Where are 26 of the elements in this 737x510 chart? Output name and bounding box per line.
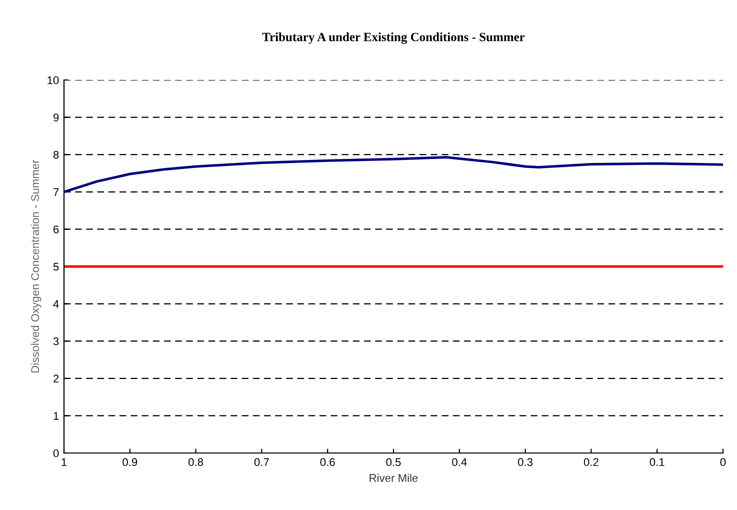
x-tick-label: 0.9 bbox=[122, 458, 138, 466]
y-tick-label: 10 bbox=[48, 76, 59, 84]
y-tick-label: 6 bbox=[54, 225, 59, 234]
chart-title: Tributary A under Existing Conditions - Summer bbox=[262, 32, 525, 44]
x-tick-label: 0.5 bbox=[386, 458, 401, 466]
x-tick-label: 0.2 bbox=[584, 458, 598, 466]
x-tick-label: 0.3 bbox=[518, 458, 533, 466]
y-tick-label: 2 bbox=[54, 374, 59, 382]
y-tick-label: 7 bbox=[54, 188, 59, 196]
x-tick-label: 0.1 bbox=[650, 458, 664, 466]
y-tick-label: 0 bbox=[53, 449, 59, 458]
x-tick-label: 0.4 bbox=[452, 458, 467, 466]
x-tick-label: 0.8 bbox=[188, 458, 204, 466]
y-tick-label: 5 bbox=[53, 262, 59, 271]
x-tick-label: 0.7 bbox=[254, 458, 269, 466]
y-tick-label: 8 bbox=[53, 150, 59, 159]
x-tick-label: 0 bbox=[720, 458, 726, 466]
y-tick-label: 3 bbox=[53, 337, 59, 346]
x-tick-label: 0.6 bbox=[320, 458, 335, 466]
line-series bbox=[64, 156, 723, 194]
y-tick-label: 1 bbox=[54, 412, 59, 420]
y-axis-title: Dissolved Oxygen Concentration - Summer bbox=[30, 160, 42, 372]
x-axis-title: River Mile bbox=[370, 474, 418, 482]
y-tick-label: 4 bbox=[53, 300, 59, 308]
x-tick-label: 1 bbox=[62, 458, 67, 466]
y-tick-label: 9 bbox=[53, 114, 59, 122]
